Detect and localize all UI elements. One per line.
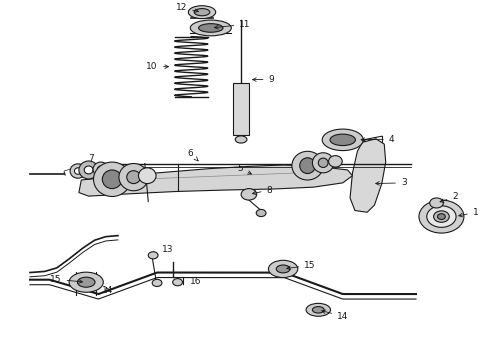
Text: 10: 10 (147, 62, 169, 71)
Text: 15: 15 (50, 275, 82, 284)
Ellipse shape (313, 153, 334, 173)
Text: 15: 15 (287, 261, 316, 270)
Text: 12: 12 (176, 3, 198, 13)
Text: 16: 16 (190, 276, 201, 285)
Circle shape (434, 211, 449, 222)
Circle shape (419, 200, 464, 233)
Ellipse shape (77, 277, 95, 287)
Ellipse shape (269, 260, 298, 278)
Circle shape (241, 189, 257, 200)
Text: 14: 14 (101, 286, 113, 295)
Circle shape (430, 198, 443, 208)
Ellipse shape (194, 9, 210, 16)
Text: 13: 13 (162, 246, 173, 255)
Text: 1: 1 (459, 208, 479, 217)
Ellipse shape (119, 163, 148, 191)
Circle shape (427, 206, 456, 227)
Ellipse shape (330, 134, 355, 145)
Text: 6: 6 (187, 149, 198, 161)
Ellipse shape (198, 24, 223, 32)
Text: 3: 3 (376, 178, 407, 187)
Ellipse shape (127, 171, 141, 184)
Ellipse shape (292, 151, 323, 180)
Text: 5: 5 (237, 164, 251, 174)
Ellipse shape (84, 166, 93, 174)
Ellipse shape (74, 168, 81, 174)
Ellipse shape (300, 158, 316, 174)
Text: 14: 14 (322, 310, 348, 321)
Ellipse shape (313, 307, 324, 313)
Ellipse shape (69, 272, 103, 292)
Text: 2: 2 (440, 192, 458, 202)
Ellipse shape (276, 265, 290, 273)
Ellipse shape (235, 136, 247, 143)
Bar (233, 83, 249, 135)
Text: 8: 8 (252, 185, 272, 195)
Ellipse shape (70, 164, 86, 178)
Text: 11: 11 (215, 20, 251, 29)
Polygon shape (350, 139, 386, 212)
Circle shape (172, 279, 182, 286)
Ellipse shape (318, 158, 328, 167)
Ellipse shape (93, 162, 109, 176)
Polygon shape (79, 165, 352, 196)
Circle shape (148, 252, 158, 259)
Ellipse shape (188, 6, 216, 19)
Circle shape (256, 210, 266, 217)
Ellipse shape (306, 303, 331, 316)
Ellipse shape (94, 162, 131, 197)
Ellipse shape (139, 168, 156, 184)
Text: 7: 7 (88, 154, 94, 163)
Ellipse shape (79, 161, 98, 179)
Ellipse shape (329, 156, 342, 167)
Ellipse shape (322, 129, 363, 150)
Text: 4: 4 (361, 135, 394, 144)
Ellipse shape (190, 20, 231, 36)
Circle shape (438, 214, 445, 220)
Circle shape (152, 279, 162, 287)
Text: 9: 9 (253, 75, 274, 84)
Ellipse shape (102, 170, 122, 189)
Ellipse shape (98, 166, 104, 172)
